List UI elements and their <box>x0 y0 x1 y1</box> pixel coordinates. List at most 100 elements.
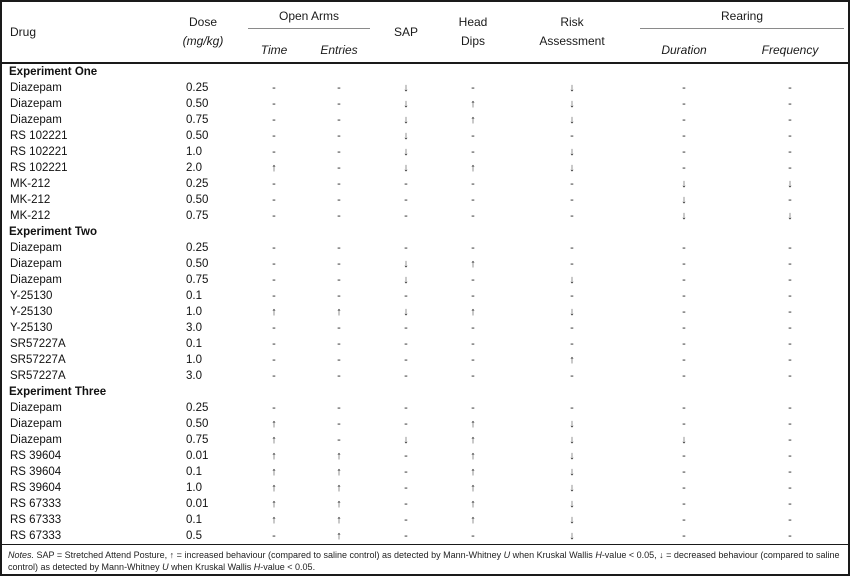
effect-risk-assessment-arrow-down-icon: ↓ <box>569 514 575 526</box>
effect-sap-dash: - <box>404 498 408 510</box>
drug-name: Diazepam <box>10 418 62 430</box>
effect-sap-arrow-down-icon: ↓ <box>403 98 409 110</box>
drug-name: RS 102221 <box>10 130 68 142</box>
table-row: Diazepam 0.75 - - ↓ - ↓ - - <box>2 272 848 288</box>
notes-segment: Notes. <box>8 550 35 560</box>
effect-risk-assessment-arrow-down-icon: ↓ <box>569 146 575 158</box>
effect-open-arms-entries-dash: - <box>337 210 341 222</box>
effect-risk-assessment-arrow-down-icon: ↓ <box>569 466 575 478</box>
col-header-frequency: Frequency <box>761 42 819 57</box>
drug-name: SR57227A <box>10 370 66 382</box>
effect-risk-assessment-arrow-down-icon: ↓ <box>569 306 575 318</box>
effect-sap-arrow-down-icon: ↓ <box>403 258 409 270</box>
effect-sap-dash: - <box>404 418 408 430</box>
dose-value: 0.50 <box>186 194 209 206</box>
effect-rearing-duration-dash: - <box>682 514 686 526</box>
drug-name: RS 39604 <box>10 466 62 478</box>
notes-segment: -value < 0.05. <box>260 561 316 572</box>
effect-head-dips-arrow-up-icon: ↑ <box>470 482 476 494</box>
effect-risk-assessment-arrow-down-icon: ↓ <box>569 98 575 110</box>
dose-value: 0.75 <box>186 434 209 446</box>
effect-head-dips-dash: - <box>471 354 475 366</box>
effect-rearing-frequency-dash: - <box>788 498 792 510</box>
effect-open-arms-time-dash: - <box>272 370 276 382</box>
effect-risk-assessment-arrow-down-icon: ↓ <box>569 434 575 446</box>
dose-value: 0.50 <box>186 130 209 142</box>
effect-head-dips-dash: - <box>471 82 475 94</box>
dose-value: 0.01 <box>186 450 209 462</box>
dose-value: 1.0 <box>186 354 202 366</box>
col-header-dose: Dose (mg/kg) <box>162 2 244 63</box>
effect-rearing-duration-dash: - <box>682 498 686 510</box>
drug-name: Diazepam <box>10 402 62 414</box>
effect-sap-dash: - <box>404 322 408 334</box>
dose-value: 0.1 <box>186 338 202 350</box>
col-header-time: Time <box>260 42 288 57</box>
effect-risk-assessment-dash: - <box>570 130 574 142</box>
table-row: RS 67333 0.5 - ↑ - - ↓ - - <box>2 528 848 544</box>
dose-value: 0.5 <box>186 530 202 542</box>
table-row: Diazepam 0.75 ↑ - ↓ ↑ ↓ ↓ - <box>2 432 848 448</box>
dose-value: 0.25 <box>186 402 209 414</box>
drug-name: MK-212 <box>10 210 51 222</box>
effect-sap-dash: - <box>404 194 408 206</box>
dose-value: 0.50 <box>186 418 209 430</box>
effect-rearing-frequency-dash: - <box>788 466 792 478</box>
dose-value: 3.0 <box>186 322 202 334</box>
effect-head-dips-dash: - <box>471 194 475 206</box>
effect-sap-dash: - <box>404 450 408 462</box>
drug-name: RS 102221 <box>10 146 68 158</box>
effect-rearing-frequency-dash: - <box>788 114 792 126</box>
section-title: Experiment Two <box>9 226 97 238</box>
dose-value: 0.1 <box>186 290 202 302</box>
effect-open-arms-time-dash: - <box>272 322 276 334</box>
effect-rearing-duration-dash: - <box>682 306 686 318</box>
effect-rearing-frequency-dash: - <box>788 370 792 382</box>
effect-risk-assessment-dash: - <box>570 290 574 302</box>
effect-open-arms-entries-arrow-up-icon: ↑ <box>336 306 342 318</box>
effect-open-arms-time-dash: - <box>272 530 276 542</box>
table-row: Y-25130 3.0 - - - - - - - <box>2 320 848 336</box>
open-arms-label: Open Arms <box>248 7 370 29</box>
notes-segment: H <box>253 561 261 572</box>
effect-rearing-frequency-dash: - <box>788 194 792 206</box>
col-header-duration: Duration <box>661 42 707 57</box>
effect-rearing-frequency-dash: - <box>788 98 792 110</box>
notes-segment: when Kruskal Wallis <box>510 550 596 560</box>
effect-head-dips-arrow-up-icon: ↑ <box>470 98 476 110</box>
table-row: Diazepam 0.50 - - ↓ ↑ ↓ - - <box>2 96 848 112</box>
notes-segment: when Kruskal Wallis <box>168 561 254 572</box>
effect-open-arms-time-dash: - <box>272 354 276 366</box>
effect-open-arms-time-arrow-up-icon: ↑ <box>271 514 277 526</box>
effect-open-arms-time-arrow-up-icon: ↑ <box>271 450 277 462</box>
dose-value: 1.0 <box>186 146 202 158</box>
section-row: Experiment One <box>2 63 848 80</box>
dose-value: 0.75 <box>186 210 209 222</box>
effect-open-arms-entries-dash: - <box>337 178 341 190</box>
effect-sap-arrow-down-icon: ↓ <box>403 434 409 446</box>
effect-rearing-duration-dash: - <box>682 114 686 126</box>
effect-open-arms-time-dash: - <box>272 242 276 254</box>
drug-name: RS 39604 <box>10 450 62 462</box>
effect-open-arms-time-dash: - <box>272 338 276 350</box>
effect-open-arms-time-dash: - <box>272 290 276 302</box>
effect-rearing-duration-dash: - <box>682 242 686 254</box>
effect-sap-dash: - <box>404 210 408 222</box>
effect-sap-dash: - <box>404 242 408 254</box>
effect-sap-arrow-down-icon: ↓ <box>403 82 409 94</box>
effect-rearing-frequency-dash: - <box>788 322 792 334</box>
effect-rearing-duration-dash: - <box>682 162 686 174</box>
drug-name: RS 67333 <box>10 498 62 510</box>
section-row: Experiment Two <box>2 224 848 240</box>
dose-value: 3.0 <box>186 370 202 382</box>
effect-sap-dash: - <box>404 354 408 366</box>
effect-head-dips-dash: - <box>471 130 475 142</box>
table-row: MK-212 0.50 - - - - - ↓ - <box>2 192 848 208</box>
drug-name: Diazepam <box>10 98 62 110</box>
drug-name: Diazepam <box>10 242 62 254</box>
effect-sap-arrow-down-icon: ↓ <box>403 146 409 158</box>
table-row: RS 102221 1.0 - - ↓ - ↓ - - <box>2 144 848 160</box>
effect-open-arms-time-arrow-up-icon: ↑ <box>271 498 277 510</box>
table-row: RS 67333 0.01 ↑ ↑ - ↑ ↓ - - <box>2 496 848 512</box>
